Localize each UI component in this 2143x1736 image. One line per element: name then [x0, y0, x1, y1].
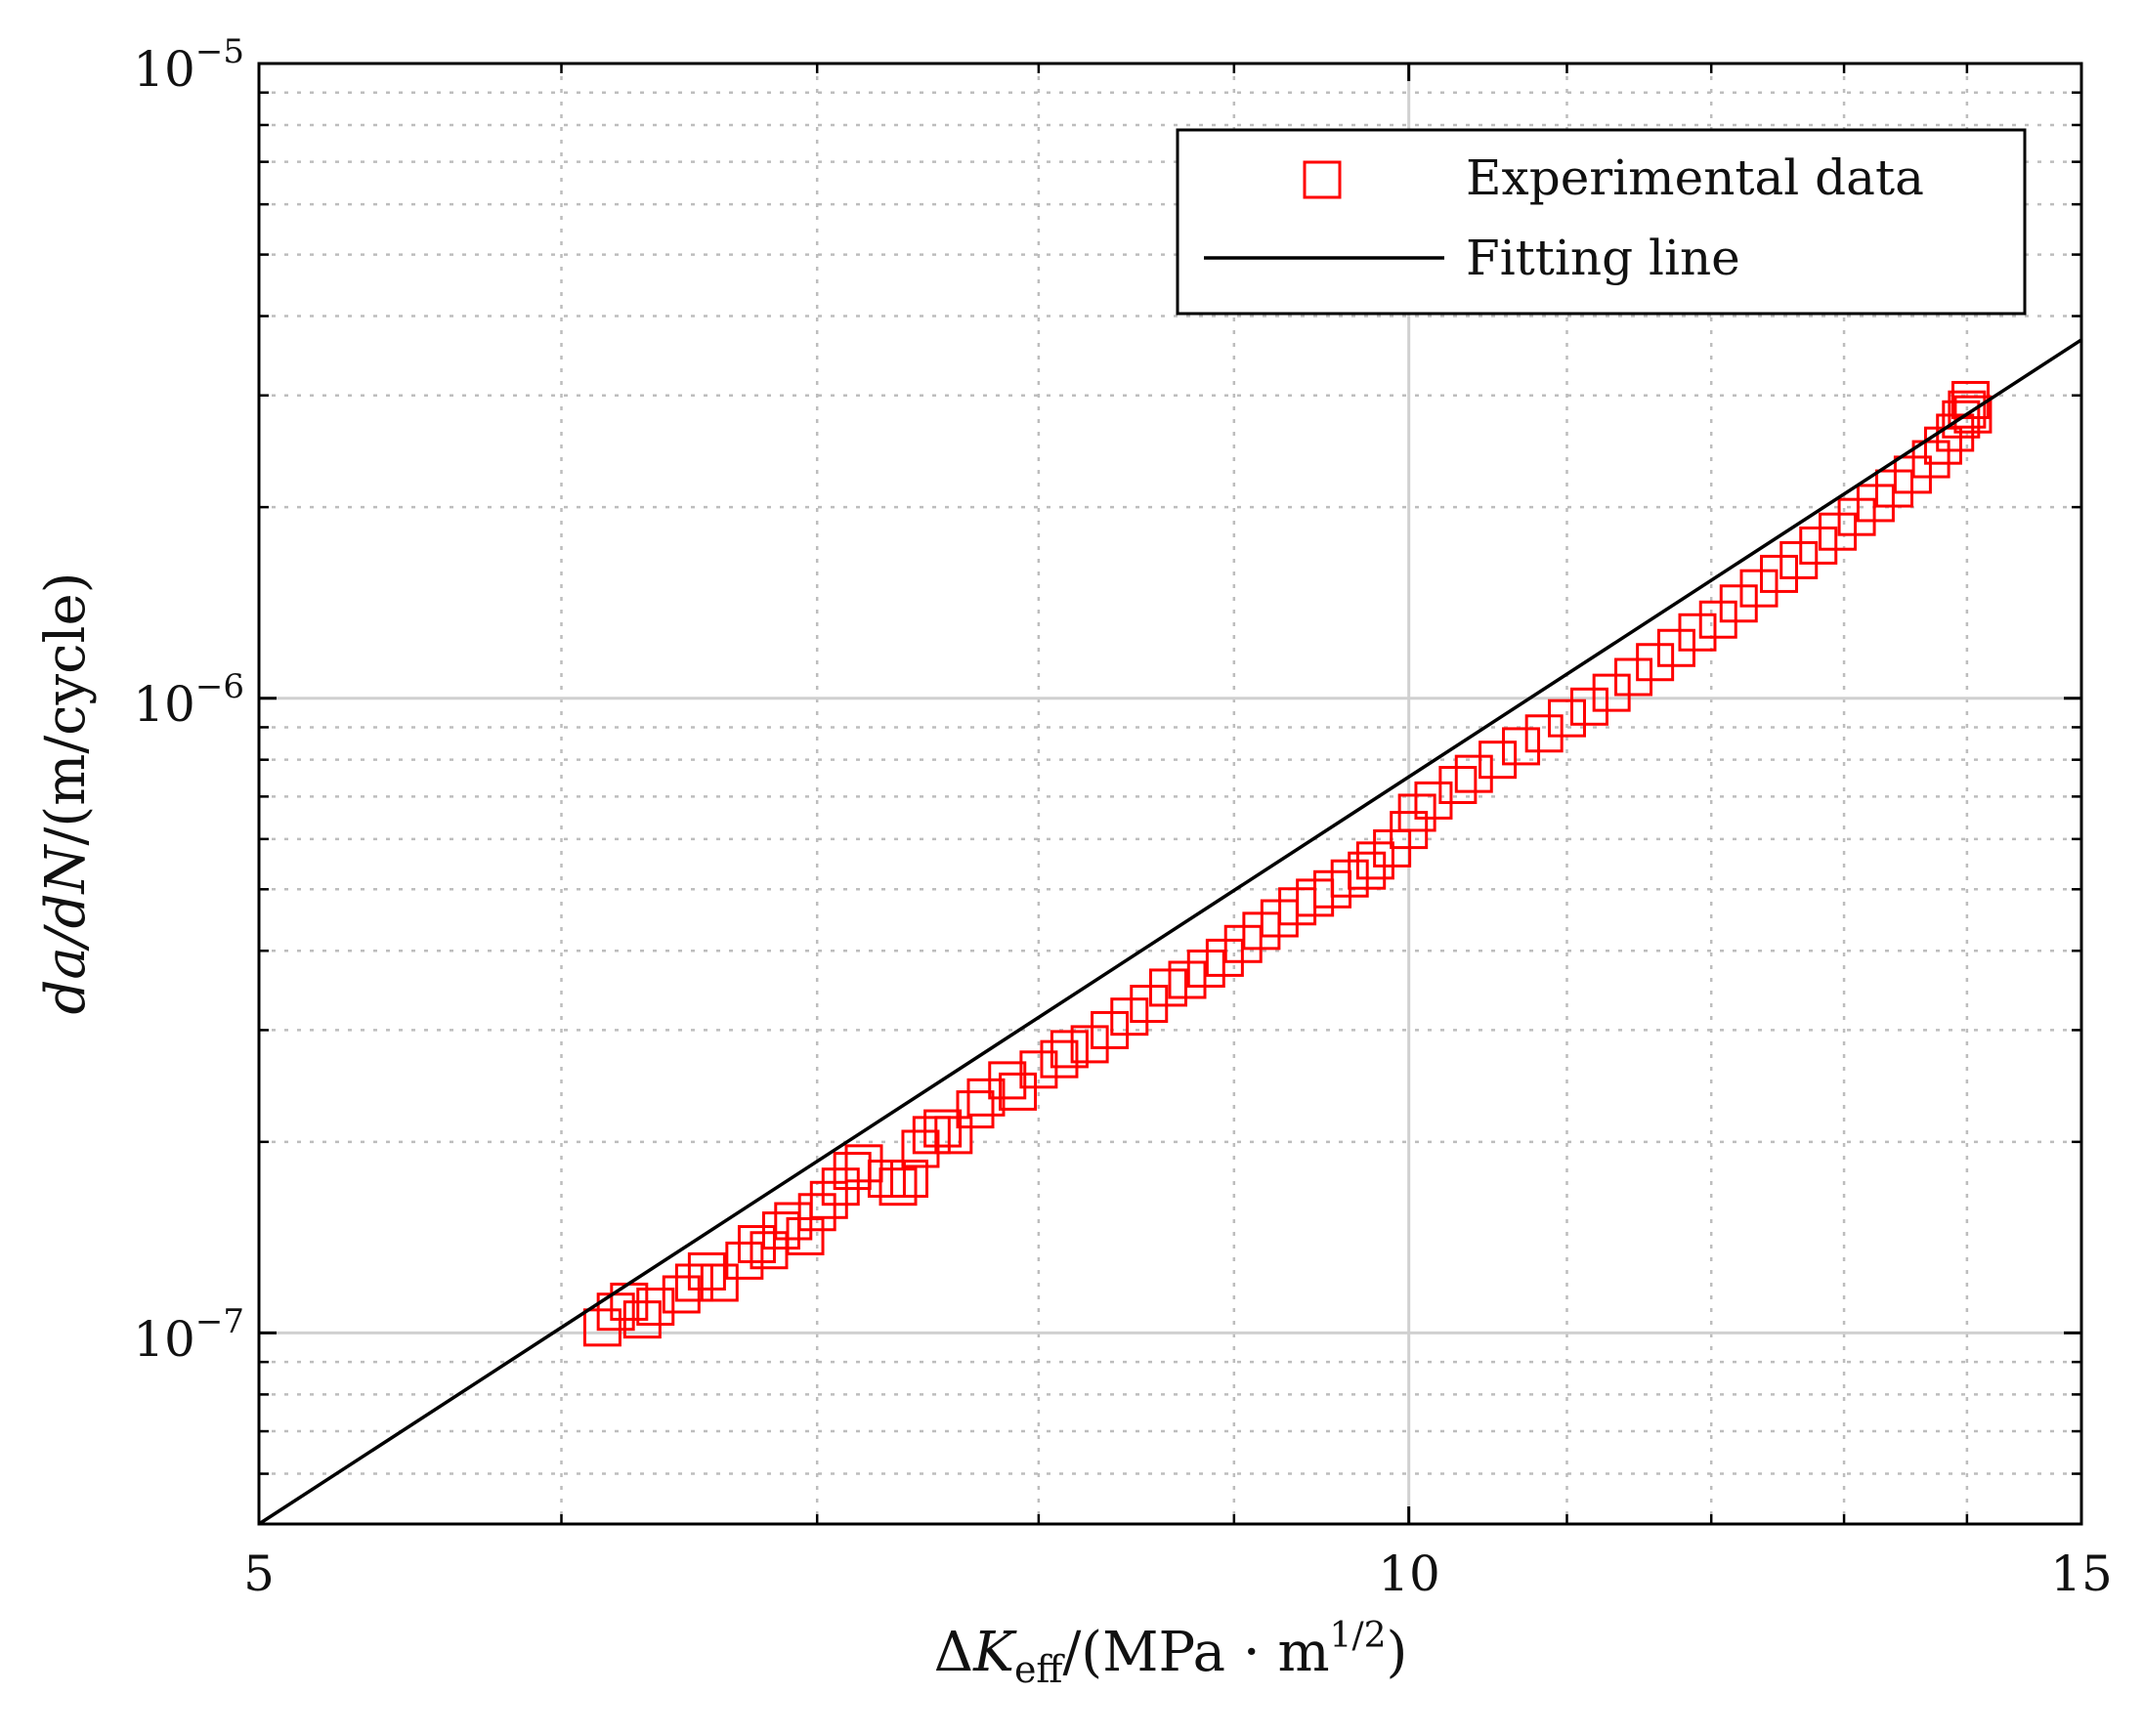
data-point-marker — [1592, 673, 1631, 712]
data-point-marker — [956, 1090, 995, 1129]
y-tick-base: 10 — [133, 676, 195, 733]
x-label-delta: Δ — [934, 1621, 973, 1684]
data-point-marker — [1779, 540, 1819, 579]
data-point-marker — [737, 1225, 776, 1264]
x-axis-label: ΔKeff/(MPa · m1/2) — [934, 1616, 1408, 1691]
axes-frame — [257, 62, 2083, 1526]
data-point-marker — [1348, 851, 1387, 890]
y-tick-base: 10 — [133, 41, 195, 98]
x-label-close: ) — [1386, 1621, 1407, 1684]
data-point-marker — [1070, 1025, 1109, 1064]
experimental-markers — [582, 380, 1993, 1347]
data-point-marker — [1547, 699, 1586, 738]
data-point-marker — [1953, 395, 1993, 434]
data-point-marker — [1656, 628, 1695, 667]
y-axis-label: da/dN/(m/cycle) — [34, 572, 98, 1015]
x-label-subscript: eff — [1014, 1648, 1065, 1691]
legend: Experimental data Fitting line — [1176, 128, 2027, 316]
data-point-marker — [622, 1300, 662, 1339]
data-point-marker — [1678, 613, 1717, 652]
x-label-variable: K — [972, 1621, 1017, 1684]
data-point-marker — [1438, 766, 1478, 805]
data-point-marker — [912, 1116, 951, 1155]
data-point-marker — [988, 1061, 1027, 1100]
y-label-variable: da/dN — [34, 844, 98, 1015]
y-tick-labels: 10−7 10−6 10−5 — [133, 32, 244, 1368]
y-tick-exponent: −5 — [195, 32, 244, 71]
legend-box — [1176, 128, 2027, 316]
legend-label-experimental: Experimental data — [1466, 149, 1924, 206]
x-label-unit: /(MPa · m — [1062, 1621, 1329, 1684]
legend-square-icon — [1303, 160, 1342, 199]
data-point-marker — [1414, 781, 1453, 820]
data-point-marker — [1148, 968, 1187, 1007]
x-label-exponent: 1/2 — [1330, 1616, 1387, 1656]
data-point-marker — [901, 1129, 940, 1168]
data-point-marker — [1019, 1050, 1058, 1089]
data-point-marker — [1799, 526, 1838, 565]
data-point-marker — [1819, 512, 1858, 551]
y-label-unit: /(m/cycle) — [34, 572, 98, 846]
data-point-marker — [687, 1251, 726, 1291]
data-point-marker — [636, 1288, 675, 1327]
data-point-marker — [582, 1308, 621, 1347]
data-point-marker — [674, 1263, 713, 1302]
y-tick-label-1e-5: 10−5 — [133, 32, 244, 98]
data-point-marker — [1091, 1010, 1130, 1049]
y-tick-exponent: −6 — [195, 667, 244, 706]
data-point-marker — [1614, 657, 1653, 697]
data-point-marker — [774, 1202, 813, 1241]
y-tick-base: 10 — [133, 1311, 195, 1368]
data-point-marker — [1739, 569, 1779, 608]
data-point-marker — [1719, 584, 1758, 623]
x-tick-label-5: 5 — [243, 1545, 275, 1602]
data-point-marker — [890, 1160, 929, 1199]
data-point-marker — [1569, 687, 1608, 726]
data-point-marker — [797, 1193, 836, 1232]
y-tick-label-1e-6: 10−6 — [133, 667, 244, 733]
data-point-marker — [844, 1144, 883, 1183]
fitting-line — [258, 338, 2082, 1526]
data-point-marker — [1524, 714, 1564, 753]
data-point-marker — [1698, 600, 1737, 639]
data-point-marker — [1948, 390, 1987, 429]
data-point-marker — [700, 1263, 739, 1302]
data-point-marker — [821, 1167, 860, 1207]
data-point-marker — [786, 1216, 825, 1255]
data-point-marker — [1040, 1039, 1079, 1079]
x-tick-labels: 5 10 15 — [243, 1545, 2113, 1602]
data-point-marker — [934, 1116, 973, 1155]
data-point-marker — [1110, 997, 1149, 1037]
data-point-marker — [1454, 754, 1493, 793]
data-point-marker — [1479, 741, 1518, 780]
x-tick-label-10: 10 — [1378, 1545, 1440, 1602]
data-point-marker — [1911, 440, 1950, 479]
data-point-marker — [1502, 727, 1541, 766]
data-point-marker — [1050, 1030, 1089, 1069]
y-tick-label-1e-7: 10−7 — [133, 1302, 244, 1368]
data-point-marker — [999, 1072, 1038, 1111]
data-point-marker — [867, 1160, 906, 1199]
data-point-marker — [1759, 554, 1798, 593]
data-point-marker — [1942, 400, 1981, 439]
data-point-marker — [879, 1167, 918, 1207]
data-point-marker — [662, 1275, 701, 1314]
y-tick-exponent: −7 — [195, 1302, 244, 1341]
data-point-marker — [1636, 643, 1675, 682]
legend-label-fitting: Fitting line — [1466, 230, 1740, 286]
x-tick-label-15: 15 — [2050, 1545, 2113, 1602]
data-point-marker — [809, 1180, 848, 1219]
